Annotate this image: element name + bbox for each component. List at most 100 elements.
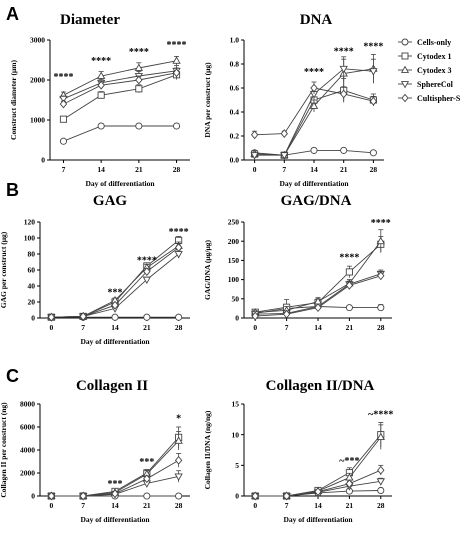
y-tick-label: 0.0 xyxy=(230,156,240,165)
legend-label: SphereCol xyxy=(417,80,454,89)
chart-panel-1: Diameter 0 1000 2000 3000 7 14 21 28 Day of diffe… xyxy=(9,12,190,188)
data-point xyxy=(174,455,183,465)
series-cultispher-s xyxy=(251,464,385,501)
x-tick-label: 21 xyxy=(143,323,151,332)
y-tick-label: 0.8 xyxy=(230,60,240,69)
series-cultispher-s xyxy=(47,453,183,501)
data-point xyxy=(345,479,354,489)
data-point xyxy=(143,492,151,500)
data-point xyxy=(345,280,354,290)
x-tick-label: 28 xyxy=(173,165,181,174)
significance-label: *** xyxy=(108,288,123,299)
y-tick-label: 2000 xyxy=(30,76,45,85)
legend-label: Cells-only xyxy=(417,38,451,47)
data-point xyxy=(174,436,183,444)
data-point xyxy=(369,149,377,157)
chart-panel-4: GAG/DNA 0 50 100 150 200 250 0 7 14 21 28 GAG/DNA (μ… xyxy=(203,193,392,332)
data-point xyxy=(97,91,105,99)
x-tick-label: 28 xyxy=(370,165,378,174)
data-point xyxy=(377,486,385,495)
x-axis-label: Day of differentiation xyxy=(279,179,349,188)
data-point xyxy=(174,243,183,253)
chart-panel-5: Collagen II 0 2000 4000 6000 8000 0 7 14 21 28 Day … xyxy=(0,378,190,524)
y-tick-label: 15 xyxy=(232,400,240,409)
series-cultispher-s xyxy=(59,67,181,109)
y-tick-label: 50 xyxy=(232,294,240,303)
data-point xyxy=(135,75,143,85)
x-tick-label: 7 xyxy=(62,165,66,174)
chart-title: Diameter xyxy=(60,12,120,28)
x-axis-label: Day of differentiation xyxy=(283,515,353,524)
y-tick-label: 250 xyxy=(228,218,240,227)
significance-label: **** xyxy=(363,42,383,53)
significance-label: *** xyxy=(108,479,123,490)
y-tick-label: 1.0 xyxy=(230,36,240,45)
data-point xyxy=(310,146,318,154)
chart-title: Collagen II/DNA xyxy=(266,378,375,394)
x-tick-label: 14 xyxy=(97,165,105,174)
data-point xyxy=(59,137,68,145)
data-point xyxy=(59,95,68,104)
data-point xyxy=(111,300,119,310)
data-point xyxy=(97,122,105,130)
chart-title: DNA xyxy=(300,12,333,28)
data-point xyxy=(96,71,106,79)
data-point xyxy=(111,489,119,499)
x-tick-label: 14 xyxy=(314,501,322,510)
y-tick-label: 10 xyxy=(232,430,240,439)
y-tick-label: 1000 xyxy=(30,116,45,125)
y-axis-label: GAG per construct (μg) xyxy=(0,231,8,308)
data-point xyxy=(47,312,56,322)
x-tick-label: 28 xyxy=(377,323,385,332)
x-tick-label: 7 xyxy=(282,165,286,174)
data-point xyxy=(175,492,183,500)
data-point xyxy=(377,465,385,475)
y-tick-label: 150 xyxy=(228,256,240,265)
series-cultispher-s xyxy=(250,81,378,140)
data-point xyxy=(345,268,353,276)
x-tick-label: 14 xyxy=(111,323,119,332)
y-tick-label: 0 xyxy=(235,492,239,501)
x-tick-label: 21 xyxy=(346,323,354,332)
y-tick-label: 2000 xyxy=(20,469,35,478)
series-cultispher-s xyxy=(47,243,183,322)
y-tick-label: 20 xyxy=(28,298,36,307)
legend-marker xyxy=(401,93,409,103)
data-point xyxy=(172,122,181,130)
x-tick-label: 0 xyxy=(253,501,257,510)
data-point xyxy=(280,152,289,160)
legend-marker xyxy=(400,65,410,73)
series-line xyxy=(63,60,177,96)
y-tick-label: 120 xyxy=(24,218,36,227)
x-tick-label: 28 xyxy=(377,501,385,510)
chart-title: Collagen II xyxy=(76,378,148,394)
x-tick-label: 0 xyxy=(49,323,53,332)
x-tick-label: 28 xyxy=(175,323,183,332)
series-line xyxy=(63,70,177,100)
data-point xyxy=(369,96,378,106)
chart-legend: Cells-only Cytodex 1 Cytodex 3 SphereCol Cul… xyxy=(398,38,461,103)
y-tick-label: 40 xyxy=(28,282,36,291)
data-point xyxy=(135,85,143,93)
legend-marker xyxy=(401,38,409,46)
y-axis-label: DNA per construct (μg) xyxy=(203,62,212,138)
data-point xyxy=(340,146,348,154)
data-point xyxy=(340,89,348,99)
significance-label: **** xyxy=(371,218,391,229)
data-point xyxy=(143,474,151,484)
data-point xyxy=(97,80,105,90)
x-tick-label: 0 xyxy=(253,323,257,332)
series-cultispher-s xyxy=(251,271,385,321)
series-line xyxy=(63,125,177,142)
y-axis-label: GAG/DNA (μg/μg) xyxy=(203,240,212,300)
data-point xyxy=(142,276,151,285)
y-tick-label: 100 xyxy=(24,234,36,243)
data-point xyxy=(310,83,318,93)
data-point xyxy=(251,311,259,321)
data-point xyxy=(282,491,291,501)
y-tick-label: 5 xyxy=(235,461,239,470)
x-tick-label: 21 xyxy=(346,501,354,510)
data-point xyxy=(135,122,143,130)
